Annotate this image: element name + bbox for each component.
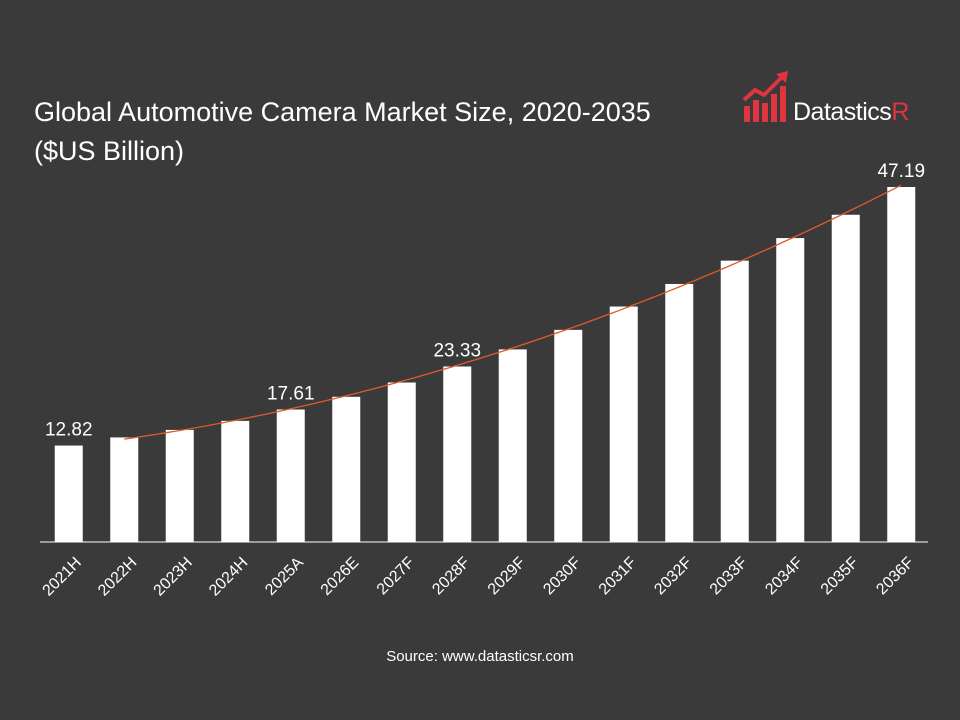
x-tick-label-2030F: 2030F bbox=[540, 554, 584, 598]
x-tick-label-2025A: 2025A bbox=[262, 554, 307, 599]
datasticsr-logo: DatasticsR bbox=[742, 70, 932, 130]
logo-text-accent: R bbox=[891, 98, 909, 126]
x-tick-label-2035F: 2035F bbox=[818, 554, 862, 598]
x-tick-label-2031F: 2031F bbox=[596, 554, 640, 598]
bar-2023H bbox=[165, 429, 194, 542]
data-label-2028F: 23.33 bbox=[433, 340, 481, 361]
x-tick-label-2023H: 2023H bbox=[151, 554, 196, 599]
data-label-2021H: 12.82 bbox=[45, 420, 93, 441]
source-note: Source: www.datasticsr.com bbox=[386, 648, 574, 665]
x-tick-label-2024H: 2024H bbox=[206, 554, 251, 599]
x-tick-label-2029F: 2029F bbox=[485, 554, 529, 598]
data-label-2036F: 47.19 bbox=[877, 161, 925, 182]
x-tick-label-2026E: 2026E bbox=[318, 554, 363, 599]
bar-2032F bbox=[665, 283, 694, 542]
trendline bbox=[124, 184, 902, 440]
x-tick-label-2036F: 2036F bbox=[873, 554, 917, 598]
bar-2031F bbox=[609, 306, 638, 542]
bar-2035F bbox=[831, 214, 860, 542]
x-tick-label-2021H: 2021H bbox=[40, 554, 85, 599]
bar-2022H bbox=[110, 437, 139, 542]
x-tick-label-2027F: 2027F bbox=[374, 554, 418, 598]
growth-chart-icon bbox=[742, 71, 788, 122]
chart-title-line1: Global Automotive Camera Market Size, 20… bbox=[34, 97, 651, 127]
bar-2036F bbox=[887, 187, 916, 542]
bar-2029F bbox=[498, 349, 527, 542]
data-label-2025A: 17.61 bbox=[267, 384, 315, 405]
bar-2026E bbox=[332, 396, 361, 542]
chart-title: Global Automotive Camera Market Size, 20… bbox=[34, 93, 734, 171]
logo-wordmark: DatasticsR bbox=[793, 98, 909, 127]
x-tick-label-2034F: 2034F bbox=[762, 554, 806, 598]
chart-subtitle: ($US Billion) bbox=[34, 136, 185, 166]
bar-2025A bbox=[276, 409, 305, 542]
bar-2028F bbox=[443, 366, 472, 542]
bar-2033F bbox=[720, 260, 749, 542]
logo-text-main: Datastics bbox=[793, 98, 892, 126]
x-tick-label-2028F: 2028F bbox=[429, 554, 473, 598]
bar-2034F bbox=[776, 238, 805, 542]
x-tick-label-2022H: 2022H bbox=[95, 554, 140, 599]
bar-2027F bbox=[387, 382, 416, 542]
x-tick-label-2033F: 2033F bbox=[707, 554, 751, 598]
bar-2021H bbox=[54, 445, 83, 542]
x-tick-label-2032F: 2032F bbox=[651, 554, 695, 598]
bar-2024H bbox=[221, 420, 250, 542]
bar-2030F bbox=[554, 329, 583, 542]
